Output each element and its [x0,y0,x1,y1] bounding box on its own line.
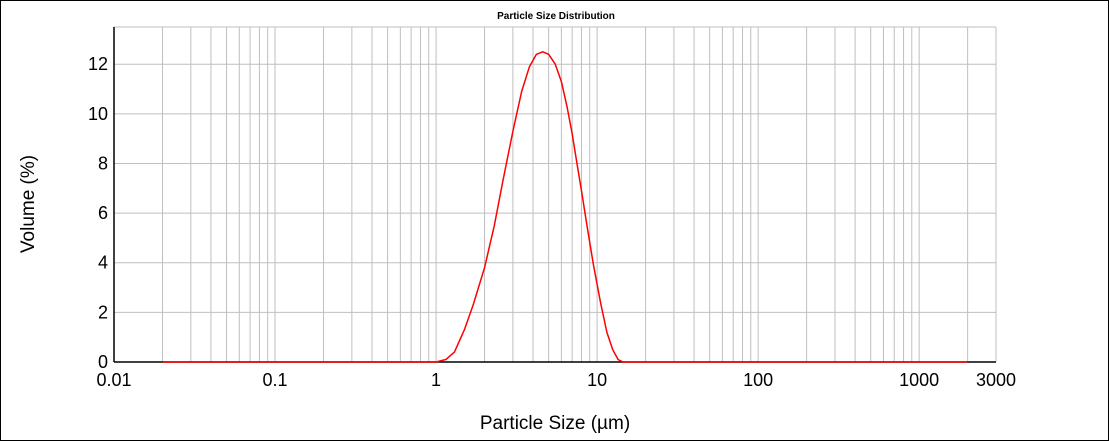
y-tick-label: 0 [98,352,108,372]
y-tick-label: 4 [98,253,108,273]
y-tick-label: 2 [98,302,108,322]
axes [113,27,996,363]
x-tick-label: 1 [431,370,441,390]
series-layer [162,51,968,363]
series-line [162,51,968,363]
y-tick-label: 12 [88,54,108,74]
x-tick-label: 10 [587,370,607,390]
x-tick-label: 3000 [976,370,1016,390]
x-tick-label: 0.01 [96,370,131,390]
x-tick-label: 0.1 [263,370,288,390]
x-tick-label: 100 [743,370,773,390]
y-tick-label: 8 [98,153,108,173]
chart-title: Particle Size Distribution [497,11,615,22]
grid [114,26,997,362]
y-tick-label: 10 [88,104,108,124]
tick-labels: 0.01 0.1 1 10 100 1000 3000 0 2 4 6 8 10 12 [88,54,1016,390]
y-tick-label: 6 [98,203,108,223]
x-axis-label: Particle Size (µm) [480,413,630,434]
x-tick-label: 1000 [899,370,939,390]
y-axis-label: Volume (%) [18,155,39,253]
